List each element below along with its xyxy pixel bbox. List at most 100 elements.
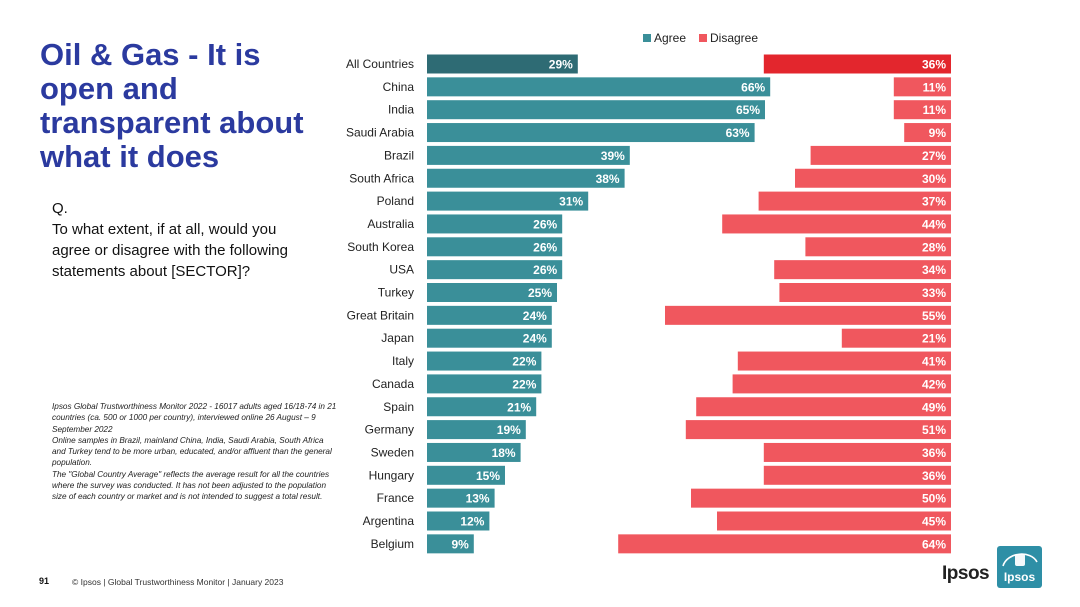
legend-swatch-disagree [699, 34, 707, 42]
category-label-great-britain: Great Britain [347, 308, 414, 322]
agree-bar-spain [427, 397, 537, 417]
legend-label-agree: Agree [654, 31, 686, 45]
disagree-value-all-countries: 36% [922, 58, 946, 72]
disagree-value-usa: 34% [922, 263, 946, 277]
agree-value-all-countries: 29% [549, 58, 573, 72]
disagree-value-belgium: 64% [922, 537, 946, 551]
sample-note: Online samples in Brazil, mainland China… [52, 435, 332, 468]
disagree-value-china: 11% [923, 80, 947, 94]
category-label-turkey: Turkey [378, 286, 414, 300]
category-label-brazil: Brazil [384, 148, 414, 162]
average-note: The "Global Country Average" reflects th… [52, 469, 330, 502]
disagree-bar-sweden [763, 442, 951, 462]
disagree-value-italy: 41% [922, 355, 946, 369]
agree-bar-south-korea [427, 237, 563, 257]
disagree-value-japan: 21% [922, 332, 946, 346]
agree-value-china: 66% [741, 80, 765, 94]
category-label-saudi-arabia: Saudi Arabia [346, 126, 414, 140]
agree-value-canada: 22% [512, 377, 536, 391]
disagree-value-hungary: 36% [922, 469, 946, 483]
disagree-value-france: 50% [922, 492, 946, 506]
category-label-france: France [377, 491, 415, 505]
agree-value-south-africa: 38% [596, 172, 620, 186]
category-label-poland: Poland [377, 194, 414, 208]
agree-bar-sweden [427, 442, 521, 462]
agree-bar-australia [427, 214, 563, 234]
disagree-value-india: 11% [923, 103, 947, 117]
agree-value-australia: 26% [533, 217, 557, 231]
agree-bar-belgium [427, 534, 474, 554]
agree-bar-india [427, 100, 765, 120]
agree-value-turkey: 25% [528, 286, 552, 300]
agree-value-spain: 21% [507, 400, 531, 414]
disagree-bar-saudi-arabia [904, 123, 951, 143]
agree-bar-saudi-arabia [427, 123, 755, 143]
logo-text: Ipsos [1004, 570, 1036, 584]
agree-bar-france [427, 488, 495, 508]
agree-bar-canada [427, 374, 542, 394]
disagree-value-saudi-arabia: 9% [929, 126, 947, 140]
disagree-bar-china [893, 77, 951, 97]
disagree-bar-spain [696, 397, 951, 417]
category-label-south-africa: South Africa [349, 171, 414, 185]
disagree-bar-all-countries [763, 54, 951, 74]
agree-bar-china [427, 77, 771, 97]
agree-value-usa: 26% [533, 263, 557, 277]
disagree-bar-japan [841, 328, 951, 348]
disagree-value-great-britain: 55% [922, 309, 946, 323]
agree-bar-hungary [427, 465, 505, 485]
agree-value-india: 65% [736, 103, 760, 117]
agree-bar-all-countries [427, 54, 578, 74]
category-label-spain: Spain [383, 400, 414, 414]
category-label-germany: Germany [365, 423, 414, 437]
disagree-bar-canada [732, 374, 951, 394]
disagree-value-sweden: 36% [922, 446, 946, 460]
agree-bar-italy [427, 351, 542, 371]
disagree-bar-usa [774, 260, 951, 280]
disagree-value-australia: 44% [922, 217, 946, 231]
agree-value-argentina: 12% [460, 515, 484, 529]
category-label-australia: Australia [367, 217, 414, 231]
category-label-belgium: Belgium [371, 537, 414, 551]
disagree-value-south-korea: 28% [922, 240, 946, 254]
disagree-bar-belgium [618, 534, 951, 554]
agree-value-hungary: 15% [476, 469, 500, 483]
agree-bar-japan [427, 328, 552, 348]
disagree-bar-great-britain [665, 305, 951, 325]
category-label-south-korea: South Korea [347, 240, 414, 254]
page-title: Oil & Gas - It is open and transparent a… [40, 37, 304, 174]
disagree-value-south-africa: 30% [922, 172, 946, 186]
legend-swatch-agree [643, 34, 651, 42]
agree-bar-argentina [427, 511, 490, 531]
category-label-italy: Italy [392, 354, 414, 368]
legend-label-disagree: Disagree [710, 31, 758, 45]
ipsos-wordmark: Ipsos [942, 563, 990, 584]
disagree-value-turkey: 33% [922, 286, 946, 300]
disagree-bar-south-korea [805, 237, 951, 257]
methodology-line: Ipsos Global Trustworthiness Monitor 202… [52, 402, 337, 434]
category-label-india: India [388, 103, 414, 117]
survey-question: Q. To what extent, if at all, would you … [52, 198, 292, 282]
ipsos-logo: Ipsos [997, 546, 1042, 588]
disagree-value-spain: 49% [922, 400, 946, 414]
disagree-bar-poland [758, 191, 951, 211]
disagree-value-germany: 51% [922, 423, 946, 437]
category-label-argentina: Argentina [363, 514, 415, 528]
category-label-usa: USA [389, 263, 414, 277]
disagree-bar-india [893, 100, 951, 120]
agree-value-belgium: 9% [451, 537, 469, 551]
disagree-bar-australia [722, 214, 951, 234]
agree-value-great-britain: 24% [523, 309, 547, 323]
disagree-bar-italy [737, 351, 951, 371]
agree-bar-usa [427, 260, 563, 280]
category-label-china: China [383, 80, 415, 94]
disagree-bar-france [691, 488, 951, 508]
agree-value-brazil: 39% [601, 149, 625, 163]
agree-value-poland: 31% [559, 195, 583, 209]
agree-value-sweden: 18% [492, 446, 516, 460]
category-label-hungary: Hungary [369, 468, 414, 482]
disagree-bar-south-africa [795, 168, 951, 188]
footer-copyright: © Ipsos | Global Trustworthiness Monitor… [72, 577, 284, 587]
agree-value-italy: 22% [512, 355, 536, 369]
